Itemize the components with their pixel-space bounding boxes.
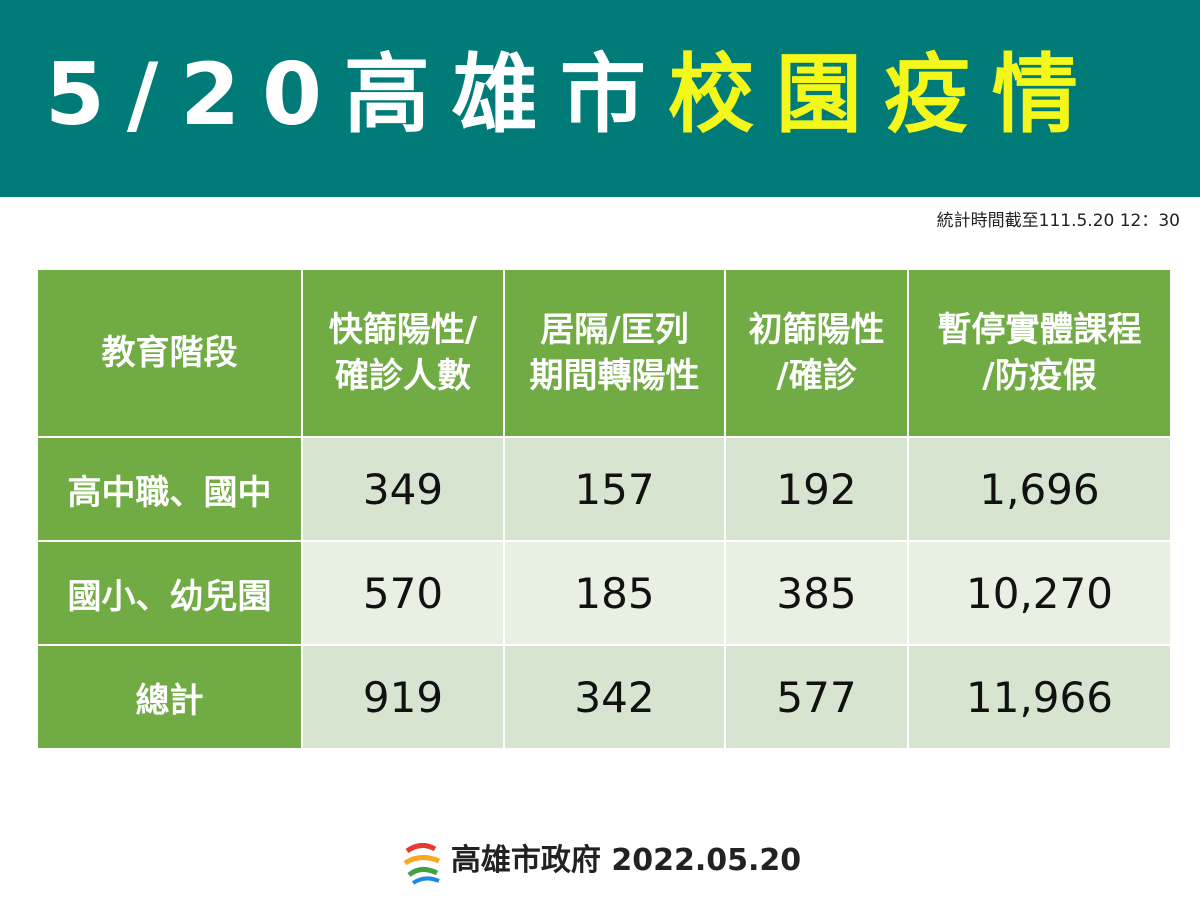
header-cell: 暫停實體課程/防疫假 xyxy=(909,270,1170,436)
logo xyxy=(403,842,440,885)
value-cell: 385 xyxy=(726,542,907,644)
value-cell: 919 xyxy=(303,646,503,748)
value-cell: 342 xyxy=(505,646,724,748)
row-label: 國小、幼兒園 xyxy=(38,542,301,644)
header-cell: 居隔/匡列期間轉陽性 xyxy=(505,270,724,436)
header-line: /防疫假 xyxy=(982,356,1097,396)
row-label: 高中職、國中 xyxy=(38,438,301,540)
row-label: 總計 xyxy=(38,646,301,748)
header-line: 確診人數 xyxy=(335,356,471,396)
value-cell: 185 xyxy=(505,542,724,644)
timestamp-note: 統計時間截至111.5.20 12：30 xyxy=(936,211,1180,231)
value-cell: 577 xyxy=(726,646,907,748)
value-cell: 157 xyxy=(505,438,724,540)
header-band xyxy=(0,0,1200,197)
footer-date: 2022.05.20 xyxy=(611,843,802,878)
header-cell: 快篩陽性/確診人數 xyxy=(303,270,503,436)
title: 5/20高雄市校園疫情 xyxy=(45,40,1100,150)
header-line: 快篩陽性/ xyxy=(328,310,478,350)
value-cell: 1,696 xyxy=(909,438,1170,540)
header-line: 期間轉陽性 xyxy=(529,356,700,396)
header-cell: 初篩陽性/確診 xyxy=(726,270,907,436)
value-cell: 11,966 xyxy=(909,646,1170,748)
value-cell: 192 xyxy=(726,438,907,540)
value-cell: 10,270 xyxy=(909,542,1170,644)
header-line: 居隔/匡列 xyxy=(540,310,689,350)
title-main: 5/20高雄市 xyxy=(45,45,668,145)
value-cell: 349 xyxy=(303,438,503,540)
footer: 高雄市政府 2022.05.20 xyxy=(0,835,1200,885)
footer-org: 高雄市政府 xyxy=(450,843,601,878)
title-highlight: 校園疫情 xyxy=(667,45,1100,145)
header-line: /確診 xyxy=(776,356,857,396)
header-line: 暫停實體課程 xyxy=(937,310,1142,350)
value-cell: 570 xyxy=(303,542,503,644)
header-cell: 教育階段 xyxy=(38,270,301,436)
header-line: 教育階段 xyxy=(101,333,238,373)
header-line: 初篩陽性 xyxy=(748,310,885,350)
